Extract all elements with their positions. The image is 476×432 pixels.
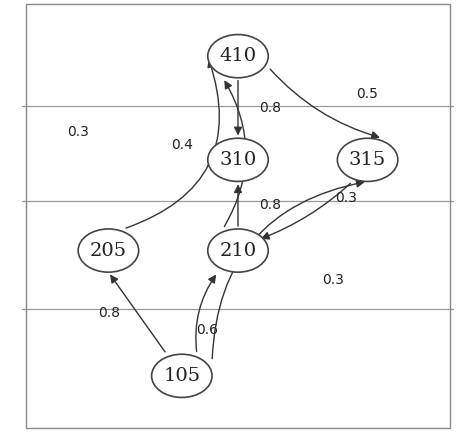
Text: 0.8: 0.8	[259, 198, 282, 212]
Text: 315: 315	[349, 151, 386, 169]
Text: 105: 105	[163, 367, 200, 385]
Text: 205: 205	[90, 241, 127, 260]
Text: 0.6: 0.6	[197, 324, 218, 337]
Text: 210: 210	[219, 241, 257, 260]
Ellipse shape	[208, 138, 268, 181]
Text: 0.3: 0.3	[322, 273, 344, 287]
Ellipse shape	[151, 354, 212, 397]
Text: 0.4: 0.4	[171, 138, 193, 152]
Text: 0.5: 0.5	[356, 87, 377, 101]
Text: 0.8: 0.8	[259, 101, 282, 115]
Ellipse shape	[208, 229, 268, 272]
Text: 310: 310	[219, 151, 257, 169]
Ellipse shape	[337, 138, 398, 181]
Text: 410: 410	[219, 47, 257, 65]
Text: 0.8: 0.8	[98, 306, 120, 320]
Ellipse shape	[208, 35, 268, 78]
Ellipse shape	[78, 229, 139, 272]
Text: 0.3: 0.3	[67, 125, 89, 139]
Text: 0.3: 0.3	[336, 191, 357, 205]
